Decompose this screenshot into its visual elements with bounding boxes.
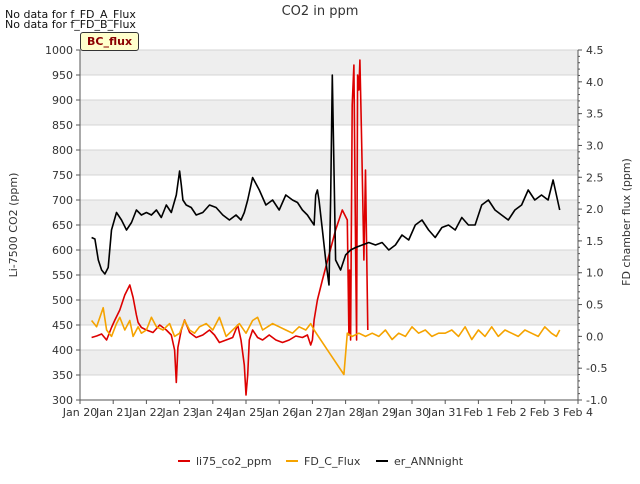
y2-tick-label: 0.0	[586, 330, 604, 343]
legend-label: FD_C_Flux	[304, 455, 361, 468]
y-tick-label: 950	[52, 69, 73, 82]
background-band	[80, 100, 578, 125]
legend-item-li75_co2_ppm: li75_co2_ppm	[178, 455, 272, 468]
axes: 300 350 400 450 500 550 600 650 700 750 800 850 900 9…	[45, 44, 607, 419]
background-band	[80, 350, 578, 375]
chart-title: CO2 in ppm	[282, 4, 359, 19]
bc-flux-badge[interactable]: BC_flux	[80, 32, 140, 51]
legend-label: er_ANNnight	[394, 455, 464, 468]
y-tick-label: 600	[52, 244, 73, 257]
y-tick-label: 450	[52, 319, 73, 332]
y-tick-label: 400	[52, 344, 73, 357]
y2-tick-label: 3.5	[586, 108, 604, 121]
x-tick-label: Jan 27	[294, 406, 329, 419]
x-tick-label: Jan 25	[228, 406, 263, 419]
x-tick-label: Jan 20	[62, 406, 97, 419]
y2-tick-label: 3.0	[586, 139, 604, 152]
y2-tick-label: 4.5	[586, 44, 604, 57]
y2-tick-label: 1.5	[586, 235, 604, 248]
legend-item-FD_C_Flux: FD_C_Flux	[286, 455, 361, 468]
y2-tick-label: -0.5	[586, 362, 607, 375]
y-tick-label: 550	[52, 269, 73, 282]
y2-tick-label: 2.5	[586, 171, 604, 184]
y-tick-label: 900	[52, 94, 73, 107]
series-line-li75_co2_ppm	[91, 59, 369, 396]
y-tick-label: 300	[52, 394, 73, 407]
background-band	[80, 50, 578, 75]
y-tick-label: 650	[52, 219, 73, 232]
x-tick-label: Feb 2	[497, 406, 527, 419]
y-tick-label: 1000	[45, 44, 73, 57]
background-band	[80, 300, 578, 325]
x-tick-label: Jan 28	[327, 406, 362, 419]
x-tick-label: Jan 23	[161, 406, 196, 419]
y2-tick-label: 1.0	[586, 267, 604, 280]
y-tick-label: 850	[52, 119, 73, 132]
series-line-FD_C_Flux	[90, 306, 561, 376]
y-tick-label: 800	[52, 144, 73, 157]
x-tick-label: Jan 31	[427, 406, 462, 419]
x-tick-label: Jan 24	[195, 406, 230, 419]
y2-tick-label: 0.5	[586, 299, 604, 312]
y-tick-label: 750	[52, 169, 73, 182]
y-tick-label: 700	[52, 194, 73, 207]
background-band	[80, 150, 578, 175]
x-tick-label: Feb 4	[563, 406, 593, 419]
x-tick-label: Feb 3	[530, 406, 560, 419]
y2-axis-label: FD chamber flux (ppm)	[620, 158, 633, 286]
x-tick-label: Jan 29	[361, 406, 396, 419]
series-line-er_ANNnight	[91, 74, 561, 286]
background-bands	[80, 50, 578, 375]
x-tick-label: Feb 1	[463, 406, 493, 419]
y-tick-label: 350	[52, 369, 73, 382]
legend: li75_co2_ppm FD_C_Flux er_ANNnight	[178, 455, 464, 468]
no-data-note-b: No data for f_FD_B_Flux	[5, 18, 136, 31]
y2-tick-label: 2.0	[586, 203, 604, 216]
legend-item-er_ANNnight: er_ANNnight	[376, 455, 464, 468]
x-tick-label: Jan 30	[394, 406, 429, 419]
x-tick-label: Jan 21	[95, 406, 130, 419]
series-layer	[90, 59, 561, 396]
no-data-note-a: No data for f_FD_A_Flux	[5, 8, 136, 21]
legend-label: li75_co2_ppm	[196, 455, 272, 468]
x-tick-label: Jan 22	[128, 406, 163, 419]
y-tick-label: 500	[52, 294, 73, 307]
y2-tick-label: 4.0	[586, 76, 604, 89]
x-tick-label: Jan 26	[261, 406, 296, 419]
y2-tick-label: -1.0	[586, 394, 607, 407]
y-axis-label: Li-7500 CO2 (ppm)	[7, 173, 20, 278]
